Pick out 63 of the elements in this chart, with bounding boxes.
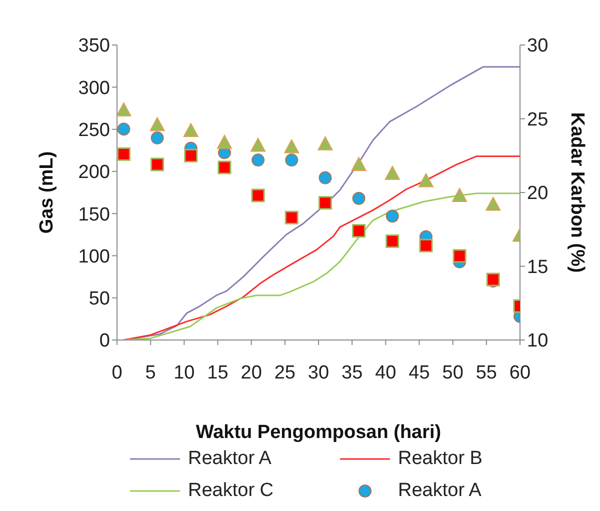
point (284, 139, 300, 154)
y-axis-title: Gas (mL) (36, 151, 58, 234)
point (486, 196, 501, 211)
point (418, 173, 434, 188)
x-axis-title: Waktu Pengomposan (hari) (196, 422, 442, 443)
point (318, 136, 333, 150)
y-tick-label: 300 (78, 78, 110, 99)
point (386, 234, 400, 248)
point (150, 131, 164, 144)
x-tick-label: 35 (342, 362, 363, 384)
legend-label: Reaktor C (188, 480, 274, 502)
x-tick-label: 20 (240, 362, 262, 384)
x-tick-label: 15 (207, 362, 228, 384)
x-tick-label: 10 (174, 362, 195, 384)
point (318, 171, 332, 184)
x-tick-label: 50 (442, 362, 464, 384)
y-tick-label: 200 (78, 162, 110, 184)
y2-tick-label: 10 (527, 330, 548, 352)
point (150, 117, 165, 132)
y-tick-label: 100 (78, 246, 110, 268)
x-tick-label: 5 (145, 362, 156, 384)
point (117, 147, 130, 161)
point (352, 224, 366, 238)
point (250, 138, 266, 152)
point (452, 249, 466, 263)
point (386, 210, 399, 223)
point (117, 102, 132, 116)
point (117, 122, 130, 136)
point (150, 158, 164, 172)
y2-axis-title: Kadar Karbon (%) (566, 112, 588, 273)
y-tick-label: 50 (88, 288, 110, 310)
point (252, 154, 265, 167)
y2-tick-label: 30 (527, 36, 548, 57)
y-tick-label: 150 (78, 204, 110, 226)
y2-tick-label: 15 (527, 256, 548, 278)
point (218, 160, 232, 174)
point (318, 196, 332, 210)
point (352, 192, 366, 205)
point (183, 123, 198, 138)
legend-label: Reaktor A (398, 480, 482, 502)
x-tick-label: 30 (308, 362, 330, 384)
point (351, 156, 366, 171)
point (216, 134, 232, 149)
point (285, 154, 298, 167)
x-tick-label: 60 (509, 362, 531, 384)
x-tick-label: 25 (274, 362, 296, 384)
legend-label: Reaktor B (398, 448, 482, 470)
point (452, 188, 468, 202)
y-tick-label: 250 (78, 120, 110, 142)
y2-tick-label: 20 (527, 183, 548, 204)
y-tick-label: 0 (99, 330, 110, 352)
point (419, 238, 433, 252)
point (284, 210, 298, 224)
x-tick-label: 45 (408, 362, 430, 384)
point (251, 188, 265, 202)
x-tick-label: 55 (476, 362, 497, 384)
point (384, 166, 400, 180)
y2-tick-label: 25 (527, 109, 548, 130)
y-tick-label: 350 (78, 36, 110, 57)
point (184, 148, 198, 162)
line-series (122, 192, 520, 340)
x-tick-label: 40 (375, 362, 396, 384)
legend-label: Reaktor A (188, 448, 272, 470)
